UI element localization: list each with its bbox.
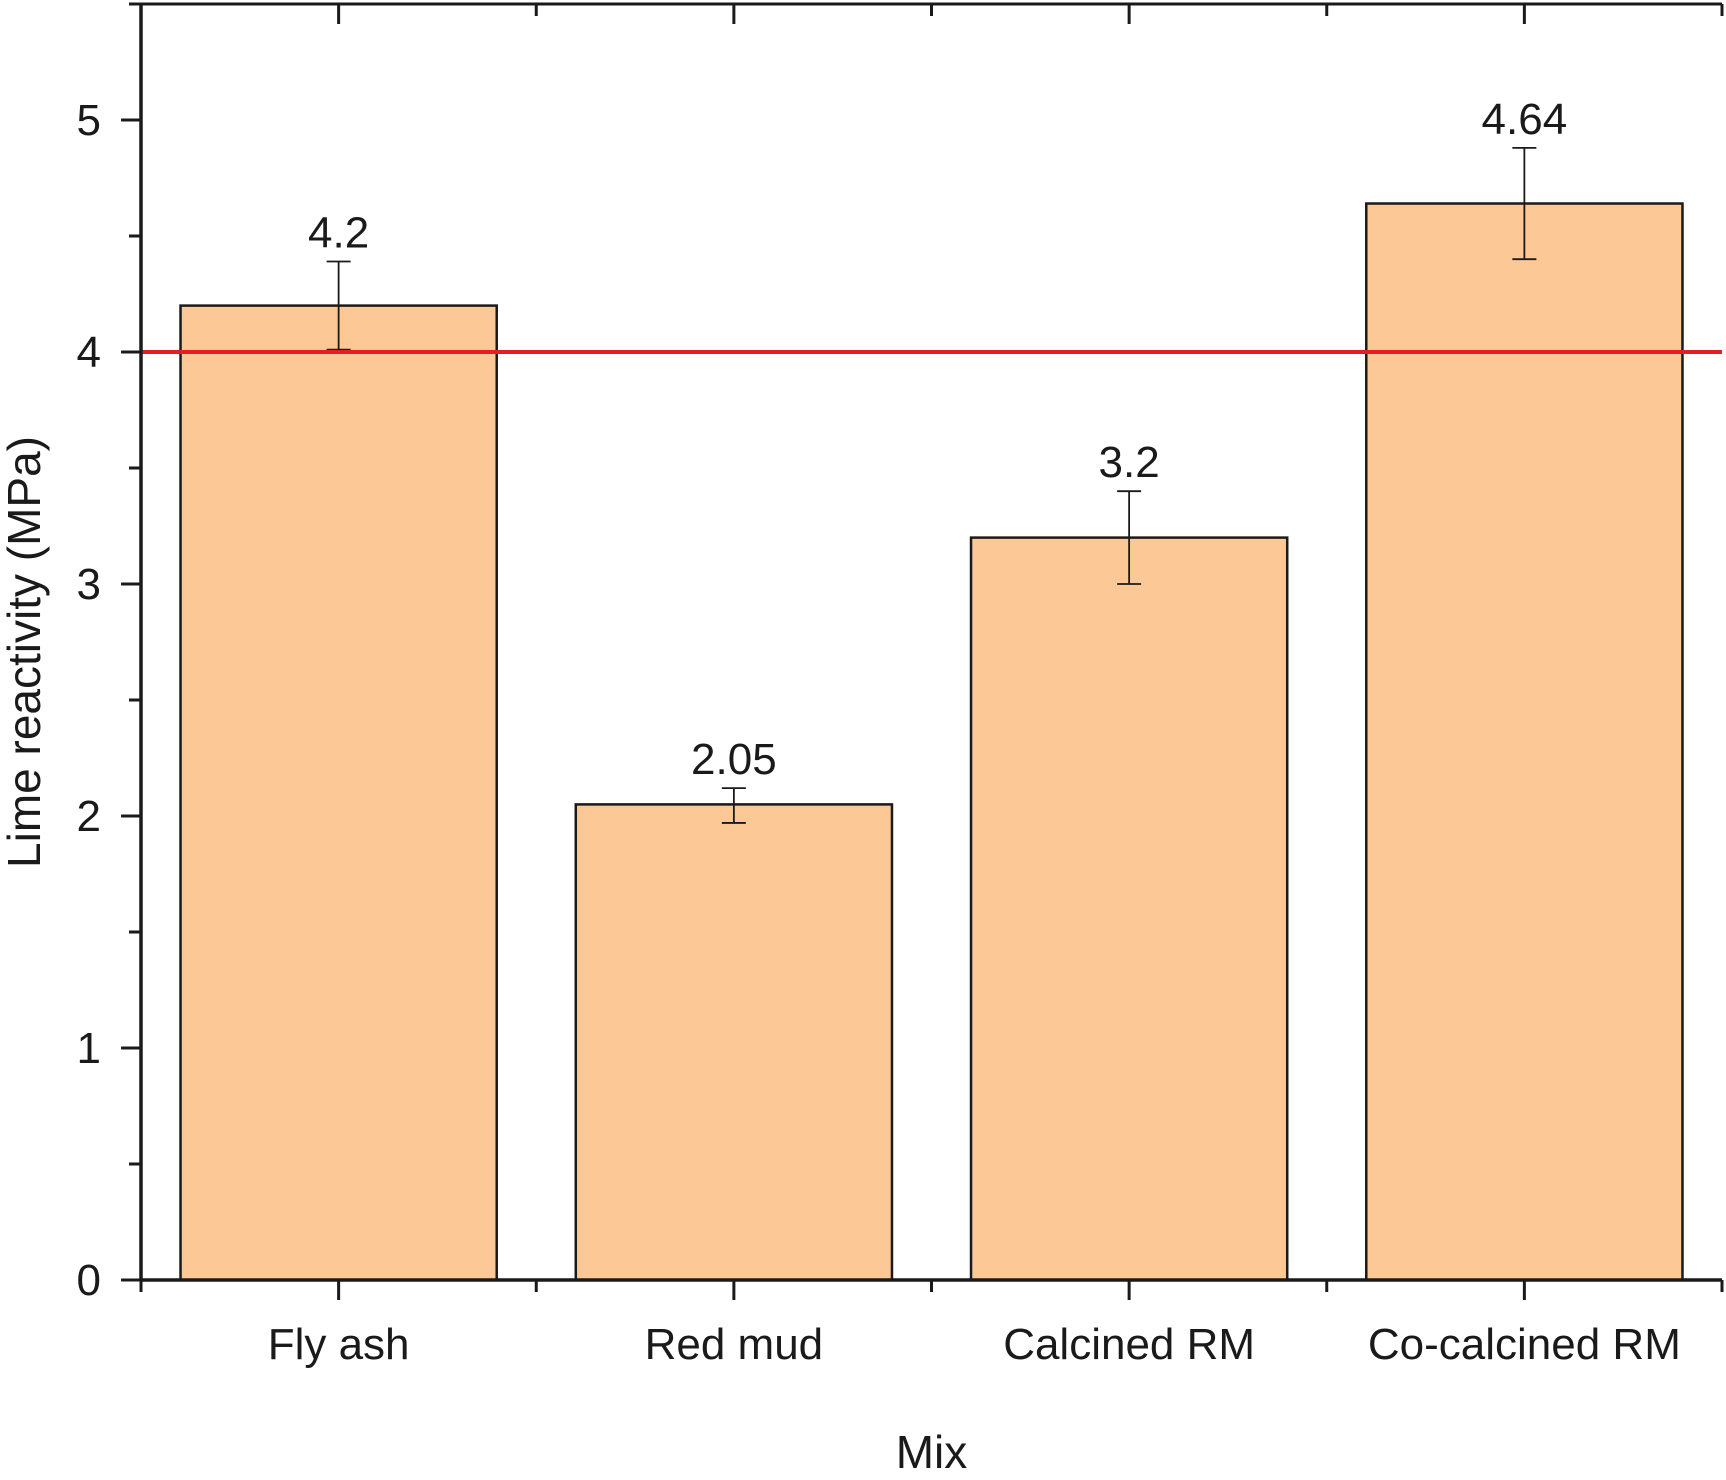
bar-0 [179, 304, 498, 1282]
category-label-2: Calcined RM [1003, 1320, 1255, 1369]
category-label-1: Red mud [645, 1320, 824, 1369]
labels-group: 4.2 Fly ash 2.05 Red mud 3.2 Calcined RM 4.64 C… [77, 95, 1681, 1369]
category-label-3: Co-calcined RM [1368, 1320, 1681, 1369]
value-label-3: 4.64 [1482, 95, 1568, 144]
bar-2 [969, 536, 1289, 1282]
y-tick-label-4: 4 [77, 328, 101, 377]
y-tick-label-2: 2 [77, 792, 101, 841]
category-label-0: Fly ash [268, 1320, 410, 1369]
error-bars-group [326, 146, 1537, 824]
ticks-group [121, 2, 1724, 1300]
value-label-1: 2.05 [691, 735, 777, 784]
y-tick-label-0: 0 [77, 1256, 101, 1305]
x-axis-title: Mix [896, 1426, 968, 1478]
y-tick-label-3: 3 [77, 560, 101, 609]
value-label-2: 3.2 [1099, 438, 1160, 487]
value-label-0: 4.2 [308, 209, 369, 258]
y-tick-label-5: 5 [77, 96, 101, 145]
bars-group [179, 202, 1684, 1282]
y-tick-label-1: 1 [77, 1024, 101, 1073]
bar-1 [574, 803, 894, 1282]
y-axis-title: Lime reactivity (MPa) [0, 436, 50, 868]
bar-3 [1365, 202, 1684, 1282]
